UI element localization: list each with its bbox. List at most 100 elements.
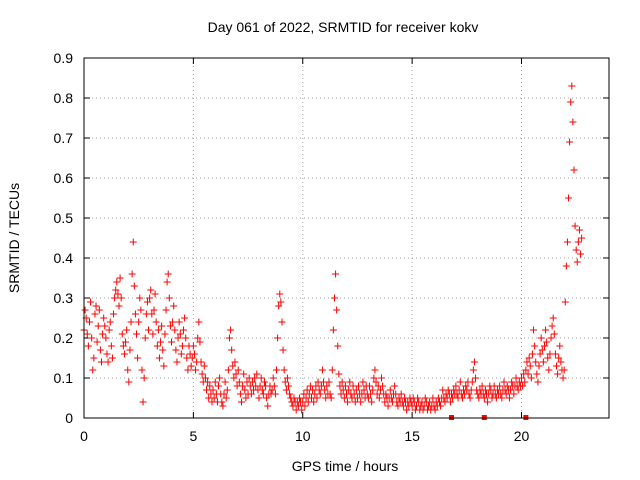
data-point — [301, 402, 309, 410]
data-point — [81, 306, 89, 314]
data-point — [353, 394, 361, 402]
data-point — [236, 390, 244, 398]
data-point — [403, 406, 411, 414]
data-point — [318, 366, 326, 374]
y-tick-label: 0 — [65, 410, 73, 426]
data-point — [338, 378, 346, 386]
data-point — [352, 386, 360, 394]
data-point — [93, 338, 101, 346]
data-point — [201, 374, 209, 382]
data-point — [182, 334, 190, 342]
data-point — [540, 342, 548, 350]
data-point — [161, 330, 169, 338]
data-point — [298, 406, 306, 414]
data-point — [169, 318, 177, 326]
data-point — [159, 346, 167, 354]
data-point — [421, 394, 429, 402]
data-point — [496, 382, 504, 390]
data-point — [89, 366, 97, 374]
y-tick-label: 0.5 — [54, 210, 74, 226]
data-point — [268, 386, 276, 394]
data-point — [505, 394, 513, 402]
data-point — [187, 362, 195, 370]
data-point — [177, 350, 185, 358]
data-point — [232, 370, 240, 378]
x-axis-label: GPS time / hours — [292, 458, 399, 474]
data-point — [335, 370, 343, 378]
data-point — [160, 362, 168, 370]
data-point — [344, 398, 352, 406]
data-point — [198, 370, 206, 378]
data-point — [174, 334, 182, 342]
data-point — [371, 366, 379, 374]
data-point — [209, 386, 217, 394]
data-point — [468, 378, 476, 386]
data-point — [539, 358, 547, 366]
data-point — [502, 390, 510, 398]
data-point — [528, 350, 536, 358]
y-tick-label: 0.7 — [54, 130, 74, 146]
data-point — [95, 306, 103, 314]
data-point — [510, 390, 518, 398]
data-point — [88, 334, 96, 342]
data-point — [566, 138, 574, 146]
x-tick-label: 15 — [404, 428, 420, 444]
data-point — [112, 286, 120, 294]
data-point — [551, 350, 559, 358]
y-axis-label: SRMTID / TECUs — [6, 183, 22, 293]
data-point — [498, 394, 506, 402]
data-point — [123, 326, 131, 334]
data-point — [241, 386, 249, 394]
data-point — [360, 386, 368, 394]
data-point — [127, 318, 135, 326]
data-point — [228, 346, 236, 354]
data-point — [138, 366, 146, 374]
data-point — [554, 370, 562, 378]
data-point — [110, 310, 118, 318]
data-point — [578, 234, 586, 242]
data-point — [146, 294, 154, 302]
data-point — [269, 374, 277, 382]
data-point — [137, 306, 145, 314]
data-point — [151, 290, 159, 298]
y-tick-label: 0.2 — [54, 330, 74, 346]
data-point — [341, 382, 349, 390]
data-point — [548, 322, 556, 330]
data-point — [257, 374, 265, 382]
data-point — [526, 362, 534, 370]
data-point — [530, 326, 538, 334]
data-point — [397, 390, 405, 398]
data-point — [129, 238, 137, 246]
data-point — [332, 270, 340, 278]
data-point — [549, 314, 557, 322]
data-point — [125, 378, 133, 386]
data-point — [221, 378, 229, 386]
data-point — [238, 398, 245, 406]
data-point — [178, 342, 186, 350]
data-point — [270, 382, 278, 390]
chart-title: Day 061 of 2022, SRMTID for receiver kok… — [208, 19, 479, 35]
data-point — [118, 330, 126, 338]
data-point — [323, 382, 331, 390]
data-point — [275, 302, 283, 310]
data-point — [166, 322, 174, 330]
data-point — [107, 342, 115, 350]
data-point — [345, 386, 353, 394]
data-point — [149, 330, 157, 338]
x-tick-label: 5 — [189, 428, 197, 444]
data-point — [458, 394, 466, 402]
data-point — [575, 226, 583, 234]
data-point — [334, 342, 342, 350]
data-point — [116, 274, 124, 282]
data-point — [145, 326, 153, 334]
data-point — [277, 298, 285, 306]
data-point — [567, 98, 575, 106]
y-tick-labels: 0 0.1 0.2 0.3 0.4 0.5 0.6 0.7 0.8 0.9 — [54, 50, 74, 426]
data-point — [533, 370, 541, 378]
data-point — [462, 382, 470, 390]
data-point — [456, 378, 464, 386]
data-point — [484, 398, 492, 406]
data-point — [171, 326, 179, 334]
data-point — [154, 326, 162, 334]
data-point — [553, 362, 560, 370]
